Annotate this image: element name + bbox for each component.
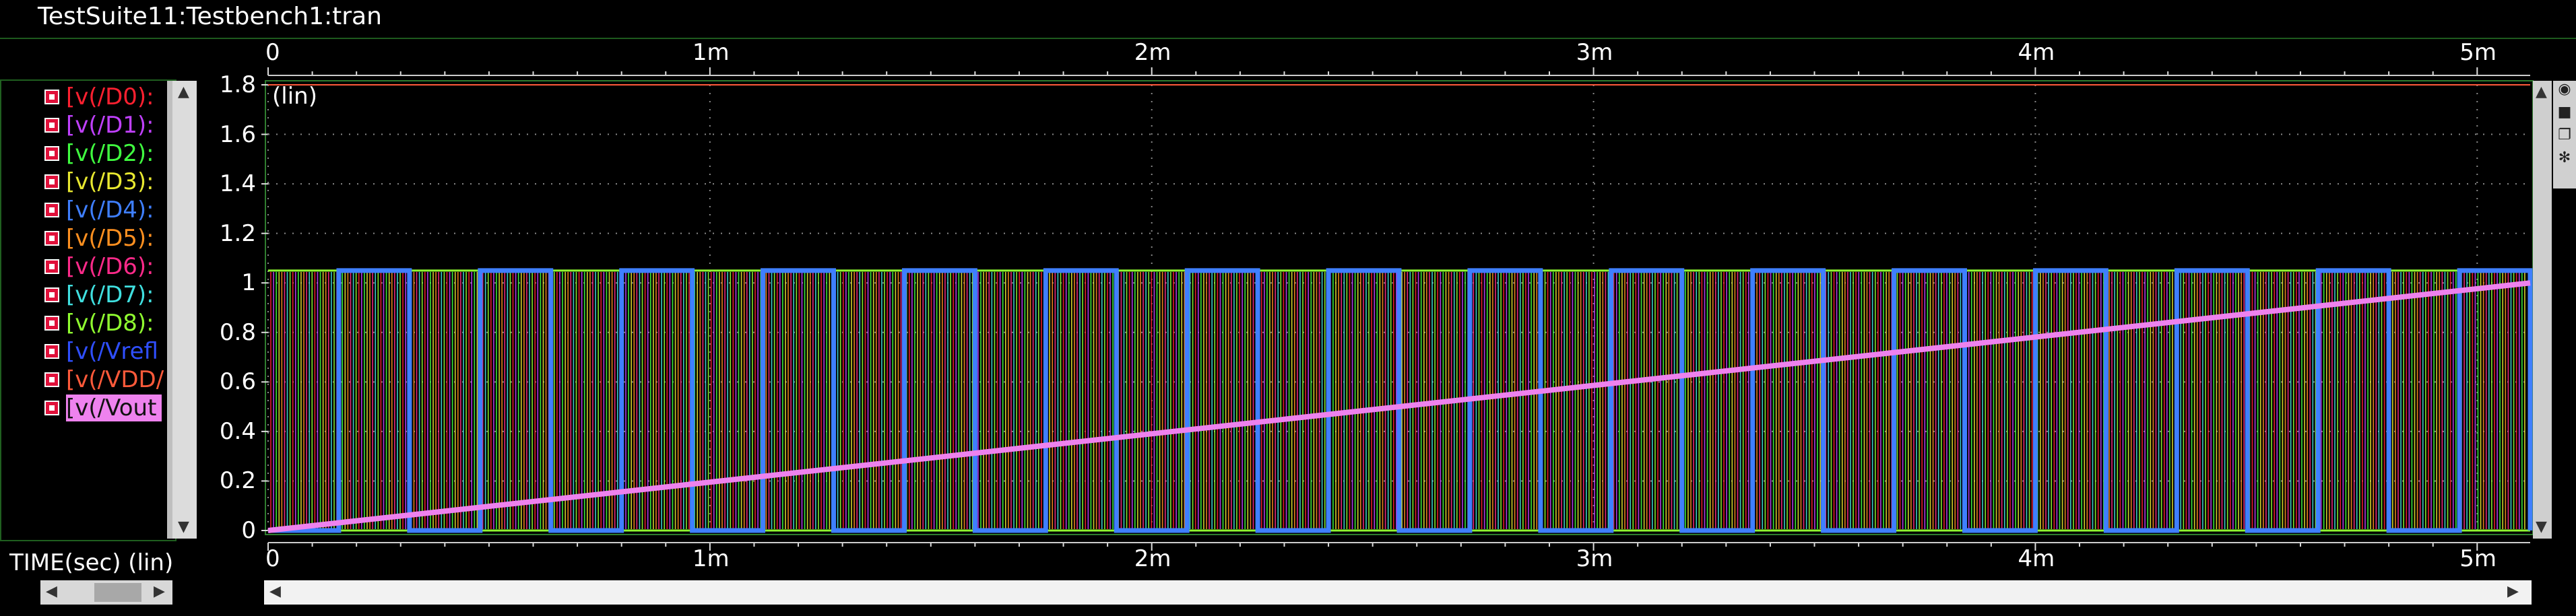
y-axis-labels: 1.8 1.6 1.4 1.2 1 0.8 0.6 0.4 0.2 0 [199,71,256,545]
legend-toggle-icon[interactable] [44,203,59,217]
legend-toggle-icon[interactable] [44,372,59,387]
y-tick-label: 1.6 [219,121,256,148]
legend-label: [v(/D3): [66,168,154,195]
copy-icon[interactable]: ❐ [2558,127,2571,143]
x-axis-top: 0 1m 2m 3m 4m 5m [265,38,2532,79]
legend-item[interactable]: [v(/D5): [44,225,164,252]
video-icon[interactable]: ■ [2557,104,2572,121]
legend-label: [v(/D8): [66,310,154,337]
legend-toggle-icon[interactable] [44,287,59,302]
legend-toggle-icon[interactable] [44,118,59,133]
x-tick-label-bottom: 2m [1134,545,1171,572]
x-tick-label-top: 5m [2459,39,2497,66]
legend-label: [v(/D0): [66,83,154,110]
legend-item[interactable]: [v(/VDD/ [44,366,164,393]
legend-label: [v(/D2): [66,140,154,167]
x-tick-label-top: 2m [1134,39,1171,66]
legend-item[interactable]: [v(/D8): [44,310,164,337]
x-tick-label-bottom: 4m [2018,545,2055,572]
legend-item[interactable]: [v(/Vout [44,395,162,421]
legend-label: [v(/Vrefl [66,338,158,365]
legend-label: [v(/D4): [66,197,154,224]
y-tick-label: 0.6 [219,368,256,396]
plot-toolbar: ◉ ■ ❐ ✻ [2553,81,2576,189]
x-tick-label-bottom: 5m [2459,545,2497,572]
y-tick-label: 1.4 [219,170,256,198]
x-tick-label-bottom: 1m [692,545,730,572]
legend-label: [v(/VDD/ [66,366,164,393]
legend-toggle-icon[interactable] [44,231,59,246]
y-tick-label: 0.8 [219,318,256,346]
legend-hscrollbar[interactable]: ◀ ▶ [40,580,172,605]
legend-toggle-icon[interactable] [44,344,59,359]
y-tick-label: 0.2 [219,467,256,495]
legend-item[interactable]: [v(/D4): [44,197,164,224]
d4-square-wave [268,268,2533,533]
legend-item[interactable]: [v(/Vrefl [44,338,164,365]
y-tick-label: 1.2 [219,219,256,247]
y-tick-label: 1.8 [219,71,256,98]
x-tick-label-bottom: 0 [265,545,280,572]
legend-toggle-icon[interactable] [44,174,59,189]
y-tick-label: 0.4 [219,417,256,445]
y-scale-label: (lin) [272,83,317,110]
scroll-right-arrow-icon[interactable]: ▶ [154,583,165,600]
scroll-up-arrow-icon[interactable]: ▲ [2536,83,2547,100]
camera-icon[interactable]: ◉ [2558,81,2571,98]
gear-icon[interactable]: ✻ [2558,149,2571,166]
x-tick-label-top: 3m [1576,39,1613,66]
scroll-left-arrow-icon[interactable]: ◀ [46,583,57,600]
legend-hscroll-thumb[interactable] [94,583,141,602]
x-tick-label-top: 1m [692,39,730,66]
scroll-down-arrow-icon[interactable]: ▼ [2536,518,2547,535]
legend-toggle-icon[interactable] [44,146,59,161]
y-tick-label: 1 [241,269,256,297]
legend-item[interactable]: [v(/D0): [44,83,164,110]
legend-item[interactable]: [v(/D3): [44,168,164,195]
legend-toggle-icon[interactable] [44,259,59,274]
legend-label: [v(/D1): [66,112,154,139]
vout-ramp [267,280,2531,533]
x-tick-label-top: 0 [265,39,280,66]
legend-label: [v(/D6): [66,253,154,280]
legend-item[interactable]: [v(/D6): [44,253,164,280]
legend-label: [v(/D7): [66,281,154,308]
window-titlebar: TestSuite11:Testbench1:tran [0,0,2576,39]
x-axis-bottom: 0 1m 2m 3m 4m 5m [265,544,2532,579]
scroll-right-arrow-icon[interactable]: ▶ [2507,583,2519,600]
x-tick-label-bottom: 3m [1576,545,1613,572]
scroll-left-arrow-icon[interactable]: ◀ [269,583,281,600]
legend-item[interactable]: [v(/D7): [44,281,164,308]
legend-label: [v(/D5): [66,225,154,252]
legend-toggle-icon[interactable] [44,90,59,104]
window-title: TestSuite11:Testbench1:tran [38,3,382,30]
plot-right-scrollbar[interactable]: ▲ ▼ [2533,81,2552,539]
y-axis-scrollbar[interactable]: ▲ ▼ [172,81,197,539]
legend-item[interactable]: [v(/D2): [44,140,164,167]
legend-toggle-icon[interactable] [44,316,59,331]
legend-label: [v(/Vout [66,395,162,421]
legend-item[interactable]: [v(/D1): [44,112,164,139]
x-tick-label-top: 4m [2018,39,2055,66]
scroll-up-arrow-icon[interactable]: ▲ [178,83,189,100]
legend-toggle-icon[interactable] [44,401,59,415]
y-tick-label: 0 [241,517,256,544]
scroll-down-arrow-icon[interactable]: ▼ [178,518,189,535]
time-axis-label: TIME(sec) (lin) [9,549,174,576]
plot-hscrollbar[interactable]: ◀ ▶ [264,580,2532,605]
